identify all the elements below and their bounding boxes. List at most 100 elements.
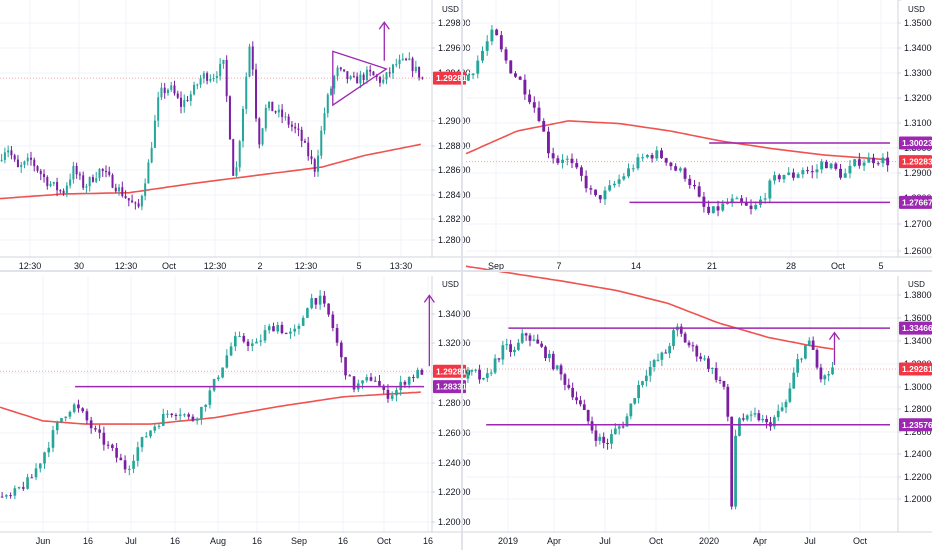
candle-body (603, 190, 607, 200)
price-tick-label: 1.29800 (438, 18, 471, 28)
candle-body (313, 159, 316, 172)
candle-body (777, 175, 781, 180)
price-tick-label: 1.29000 (904, 168, 932, 178)
chart-panel-tl[interactable]: USD1.298001.296001.294001.290001.288001.… (0, 0, 471, 271)
moving-average-line (465, 265, 834, 350)
time-tick-label: 2 (257, 261, 262, 271)
candle-body (60, 417, 63, 423)
time-tick-label: 12:30 (204, 261, 227, 271)
arrow-drawing-head[interactable] (828, 331, 841, 341)
candle-body (375, 75, 378, 78)
candle-body (518, 76, 522, 80)
candle-body (765, 418, 768, 423)
candle-body (544, 346, 547, 359)
candle-body (497, 358, 501, 360)
price-unit-label: USD (908, 280, 925, 289)
candle-body (872, 157, 875, 164)
candle-body (401, 58, 404, 60)
time-tick-label: 14 (631, 261, 641, 271)
price-tick-label: 1.36000 (904, 313, 932, 323)
candle-body (664, 158, 668, 163)
price-tick-label: 1.31000 (904, 118, 932, 128)
time-tick-label: 13:30 (390, 261, 413, 271)
arrow-drawing-head[interactable] (378, 21, 390, 30)
price-tick-label: 1.32000 (438, 338, 471, 348)
candle-body (382, 385, 386, 390)
candle-body (238, 141, 241, 168)
triangle-pattern-drawing[interactable] (332, 50, 388, 107)
candle-body (650, 155, 654, 159)
candle-body (687, 342, 691, 346)
candle-body (228, 96, 231, 140)
candle-body (788, 388, 792, 402)
candle-body (744, 201, 748, 206)
candle-body (241, 108, 244, 142)
candle-body (183, 100, 186, 107)
candle-body (336, 67, 339, 77)
candle-body (307, 142, 310, 157)
candle-body (490, 29, 494, 42)
time-tick-label: 12:30 (19, 261, 42, 271)
candle-body (570, 158, 574, 164)
candle-body (327, 303, 330, 315)
candle-body (69, 179, 72, 186)
candle-body (867, 157, 871, 163)
time-tick-label: Jun (36, 536, 51, 546)
arrow-drawing-head[interactable] (423, 294, 435, 303)
candle-body (703, 358, 706, 360)
candle-body (598, 195, 602, 200)
candle-body (493, 358, 497, 373)
candle-body (407, 377, 411, 385)
candle-body (217, 377, 220, 380)
candle-body (264, 107, 267, 129)
candle-body (356, 76, 359, 84)
candle-body (111, 174, 114, 188)
time-tick-label: 5 (356, 261, 361, 271)
candle-body (532, 102, 536, 108)
candle-body (645, 155, 649, 158)
candle-body (791, 172, 795, 178)
time-tick-label: 2019 (498, 536, 518, 546)
candle-body (881, 157, 885, 164)
candle-body (395, 390, 398, 396)
candle-body (0, 159, 3, 161)
price-tick-label: 1.24000 (438, 458, 471, 468)
candle-body (656, 359, 660, 361)
candle-body (277, 109, 280, 113)
last-price-tag-label: 1.29281 (436, 366, 467, 376)
candle-body (555, 365, 559, 370)
candle-body (532, 339, 536, 341)
candle-body (7, 150, 10, 153)
candle-body (780, 407, 784, 411)
candle-body (613, 428, 617, 435)
candle-body (582, 404, 586, 410)
candle-body (222, 59, 225, 64)
candle-body (104, 171, 108, 173)
candle-body (331, 314, 335, 328)
time-tick-label: 7 (556, 261, 561, 271)
price-tick-label: 1.24000 (904, 449, 932, 459)
time-tick-label: Apr (547, 536, 561, 546)
candle-body (811, 340, 815, 350)
candle-body (820, 161, 824, 170)
candle-body (124, 195, 127, 199)
candle-body (416, 369, 419, 379)
candle-body (641, 381, 644, 385)
candle-body (219, 63, 222, 77)
candle-body (290, 124, 293, 127)
chart-panel-tr[interactable]: USD 1.35000 1.34000 1.33000 1.32000 1.31000 1.… (465, 0, 932, 271)
candle-body (306, 308, 309, 318)
last-price-tag (433, 364, 466, 378)
chart-panel-bl[interactable]: USD1.340001.320001.300001.280001.260001.… (0, 276, 471, 546)
candle-body (787, 172, 791, 175)
candle-body (349, 76, 352, 80)
candle-body (245, 76, 248, 109)
chart-panel-br[interactable]: USD1.380001.360001.340001.320001.300001.… (465, 0, 932, 546)
candle-body (134, 202, 137, 204)
candle-body (47, 447, 51, 453)
candle-body (627, 168, 630, 177)
candle-body (644, 375, 648, 382)
candle-body (474, 369, 478, 371)
level-price-tag-label: 1.30023 (902, 138, 932, 148)
price-tick-label: 1.18000 (904, 0, 932, 2)
